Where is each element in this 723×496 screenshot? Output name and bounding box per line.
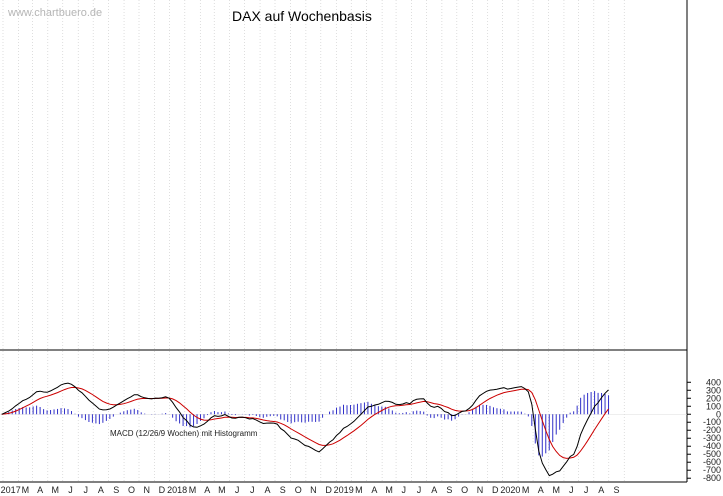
x-axis-month-label: O [128,485,135,495]
macd-tick-label: 200 [706,393,721,403]
chart-title: DAX auf Wochenbasis [232,8,372,24]
x-axis-month-label: A [264,485,270,495]
x-axis-month-label: S [280,485,286,495]
x-axis-month-label: O [461,485,468,495]
x-axis-month-label: M [385,485,393,495]
x-axis-month-label: A [204,485,210,495]
x-axis-month-label: S [446,485,452,495]
x-axis-month-label: M [522,485,530,495]
x-axis-month-label: 2020 [500,485,520,495]
watermark: www.chartbuero.de [7,7,102,19]
x-axis-month-label: M [552,485,560,495]
macd-tick-label: 100 [706,401,721,411]
x-axis-month-label: M [22,485,30,495]
x-axis-month-label: J [235,485,240,495]
x-axis-month-label: 2019 [334,485,354,495]
x-axis-month-label: A [598,485,604,495]
x-axis-month-label: S [613,485,619,495]
x-axis-month-label: A [371,485,377,495]
x-axis-month-label: A [37,485,43,495]
macd-signal-line [1,386,609,459]
x-axis-month-label: M [218,485,226,495]
x-axis-month-label: A [431,485,437,495]
macd-legend-label: MACD (12/26/9 Wochen) mit Histogramm [110,429,258,438]
x-axis-month-label: N [477,485,484,495]
x-axis-month-label: S [113,485,119,495]
x-axis-month-label: J [569,485,574,495]
x-axis-month-label: J [417,485,422,495]
macd-tick-label: 400 [706,377,721,387]
x-axis-month-label: A [538,485,544,495]
x-axis-month-label: N [143,485,150,495]
x-axis-month-label: O [295,485,302,495]
macd-tick-label: 300 [706,385,721,395]
x-axis-month-label: M [189,485,197,495]
x-axis-month-label: M [355,485,363,495]
x-axis-month-label: N [310,485,317,495]
macd-line [1,382,609,477]
macd-tick-label: -400 [703,441,721,451]
macd-tick-label: -700 [703,465,721,475]
macd-tick-label: -300 [703,433,721,443]
macd-tick-label: -100 [703,417,721,427]
x-axis-month-label: J [250,485,255,495]
x-axis-month-label: J [402,485,407,495]
x-axis-month-label: D [492,485,499,495]
x-axis-month-label: J [83,485,88,495]
macd-tick-label: -600 [703,457,721,467]
x-axis-month-label: A [98,485,104,495]
x-axis-month-label: J [584,485,589,495]
x-axis-month-label: D [325,485,332,495]
macd-tick-label: -500 [703,449,721,459]
macd-tick-label: -200 [703,425,721,435]
x-axis-month-label: M [52,485,60,495]
macd-tick-label: 0 [716,409,721,419]
x-axis-month-label: J [68,485,73,495]
x-axis-month-label: 2017 [1,485,21,495]
macd-tick-label: -800 [703,473,721,483]
x-axis-month-label: 2018 [167,485,187,495]
x-axis-month-label: D [159,485,166,495]
